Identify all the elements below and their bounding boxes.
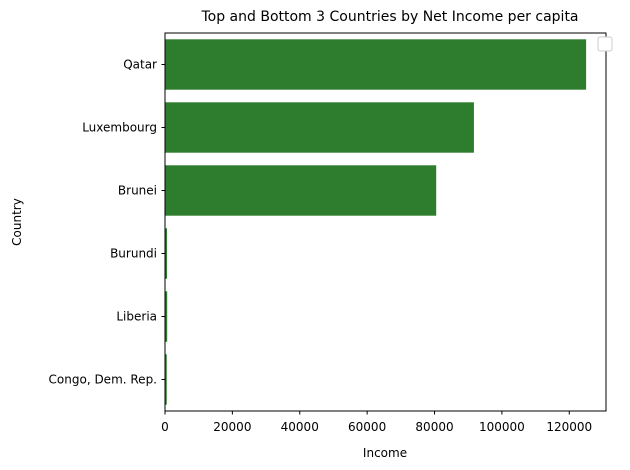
x-tick-label: 80000 bbox=[415, 420, 453, 434]
y-tick-label: Burundi bbox=[110, 247, 157, 261]
y-tick-label: Qatar bbox=[123, 58, 157, 72]
bar-liberia bbox=[165, 291, 168, 342]
legend-box bbox=[597, 36, 613, 52]
y-tick-label: Congo, Dem. Rep. bbox=[49, 373, 157, 387]
bar-luxembourg bbox=[165, 102, 474, 153]
y-axis: Qatar Luxembourg Brunei Burundi Liberia Congo… bbox=[49, 58, 165, 387]
x-axis-title: Income bbox=[363, 446, 407, 460]
y-axis-title: Country bbox=[10, 198, 24, 246]
bar-burundi bbox=[165, 228, 168, 279]
chart-title: Top and Bottom 3 Countries by Net Income… bbox=[200, 9, 578, 25]
plot-frame bbox=[164, 32, 607, 412]
y-tick-label: Liberia bbox=[116, 310, 157, 324]
x-tick-label: 0 bbox=[161, 420, 169, 434]
bar-congo-dem-rep bbox=[165, 354, 167, 405]
x-tick-label: 40000 bbox=[281, 420, 319, 434]
y-tick-label: Luxembourg bbox=[82, 121, 157, 135]
x-axis: 0 20000 40000 60000 80000 100000 120000 bbox=[161, 411, 592, 434]
bar-brunei bbox=[165, 165, 437, 216]
bars bbox=[165, 39, 587, 405]
x-tick-label: 120000 bbox=[546, 420, 592, 434]
x-tick-label: 100000 bbox=[479, 420, 525, 434]
y-tick-label: Brunei bbox=[118, 184, 157, 198]
x-tick-label: 60000 bbox=[348, 420, 386, 434]
x-tick-label: 20000 bbox=[213, 420, 251, 434]
bar-qatar bbox=[165, 39, 587, 90]
